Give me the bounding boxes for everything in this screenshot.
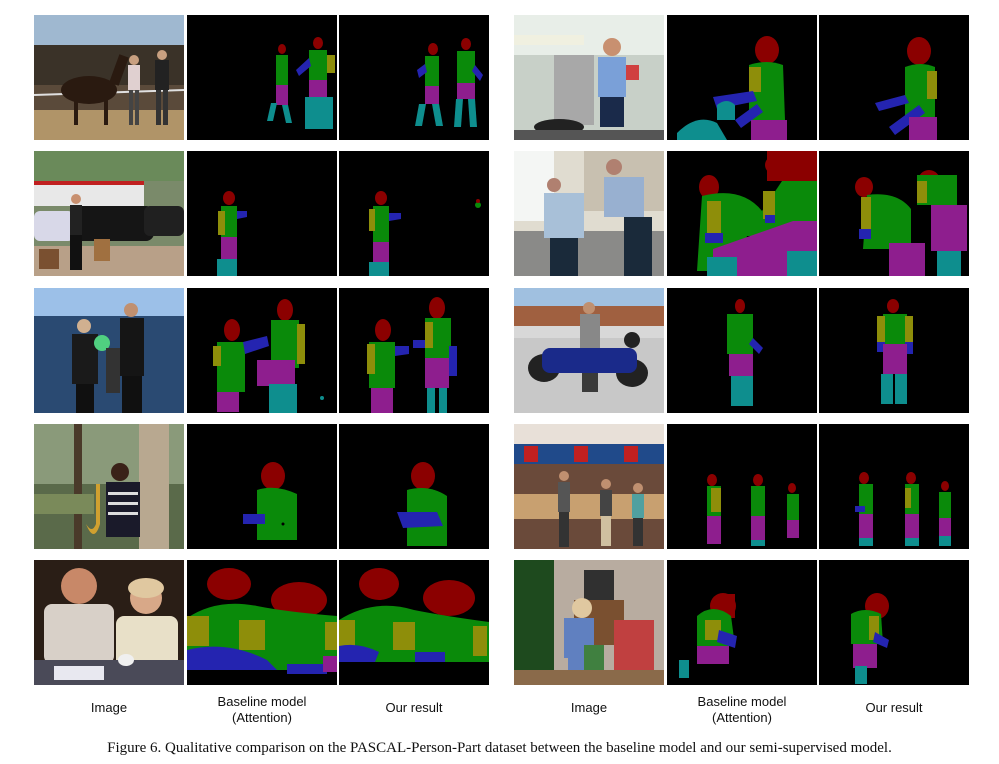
photo-cars-street [34,151,184,276]
mask-ours-1l [339,15,489,140]
photo-divers-sea [34,288,184,413]
photo-cafeteria [514,424,664,549]
mask-baseline-3r-svg [667,288,817,413]
col-label-ours-right: Our result [865,700,923,715]
photo-saxophone-player [34,424,184,549]
photo-saxophone-player-svg [34,424,184,549]
photo-divers-sea-svg [34,288,184,413]
mask-baseline-1l [187,15,337,140]
photo-chef-kitchen-svg [514,15,664,140]
photo-horse-riders-svg [34,15,184,140]
mask-baseline-2l [187,151,337,276]
mask-baseline-5l-svg [187,560,337,685]
col-label-ours-left: Our result [385,700,443,715]
mask-ours-3l-svg [339,288,489,413]
mask-ours-4r [819,424,969,549]
photo-cafeteria-svg [514,424,664,549]
mask-ours-2r [819,151,969,276]
photo-horse-riders [34,15,184,140]
mask-baseline-2l-svg [187,151,337,276]
mask-ours-1r [819,15,969,140]
mask-ours-2r-svg [819,151,969,276]
mask-ours-3r [819,288,969,413]
photo-two-men-sink-svg [514,151,664,276]
mask-baseline-1l-svg [187,15,337,140]
mask-baseline-4l [187,424,337,549]
mask-ours-3l [339,288,489,413]
mask-ours-5r [819,560,969,685]
mask-ours-5r-svg [819,560,969,685]
mask-ours-2l-svg [339,151,489,276]
col-label-image-right: Image [570,700,608,715]
photo-cars-street-svg [34,151,184,276]
mask-baseline-4r [667,424,817,549]
photo-chef-kitchen [514,15,664,140]
mask-ours-4l [339,424,489,549]
mask-baseline-4r-svg [667,424,817,549]
mask-baseline-3r [667,288,817,413]
mask-baseline-3l [187,288,337,413]
mask-ours-2l [339,151,489,276]
photo-two-men-sink [514,151,664,276]
col-label-baseline-right: Baseline model (Attention) [697,694,787,725]
mask-baseline-1r [667,15,817,140]
mask-ours-4r-svg [819,424,969,549]
mask-baseline-5r [667,560,817,685]
mask-baseline-5l [187,560,337,685]
photo-child-christmas [514,560,664,685]
mask-ours-1l-svg [339,15,489,140]
photo-elderly-couple [34,560,184,685]
mask-ours-5l [339,560,489,685]
photo-motorcycle-rider-svg [514,288,664,413]
figure-caption: Figure 6. Qualitative comparison on the … [107,740,892,756]
mask-baseline-2r [667,151,817,276]
mask-ours-3r-svg [819,288,969,413]
mask-ours-1r-svg [819,15,969,140]
photo-elderly-couple-svg [34,560,184,685]
mask-baseline-4l-svg [187,424,337,549]
mask-baseline-5r-svg [667,560,817,685]
mask-baseline-1r-svg [667,15,817,140]
mask-ours-4l-svg [339,424,489,549]
mask-baseline-3l-svg [187,288,337,413]
mask-baseline-2r-svg [667,151,817,276]
mask-ours-5l-svg [339,560,489,685]
col-label-baseline-left: Baseline model (Attention) [217,694,307,725]
photo-motorcycle-rider [514,288,664,413]
col-label-image-left: Image [90,700,128,715]
photo-child-christmas-svg [514,560,664,685]
